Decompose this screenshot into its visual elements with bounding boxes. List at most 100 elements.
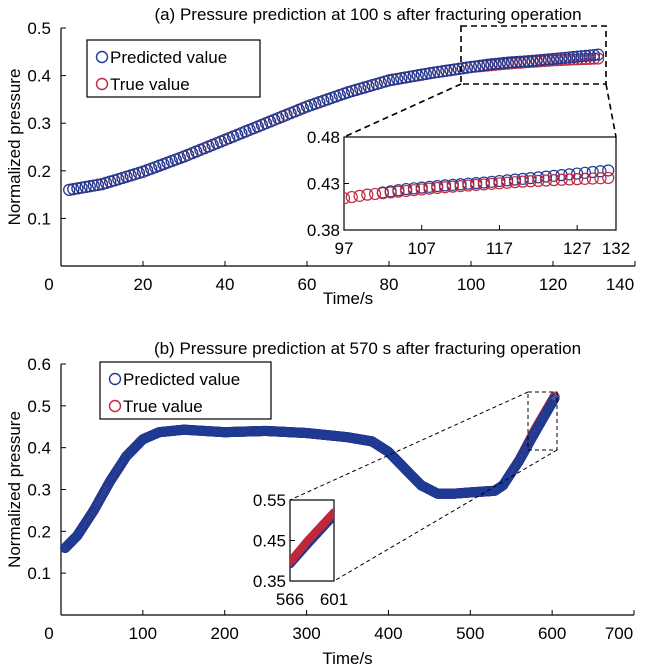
y-tick-label: 0.5 <box>27 19 51 38</box>
legend: Predicted value True value <box>99 361 272 420</box>
predicted-point <box>591 48 605 61</box>
inset-true-point <box>547 174 560 187</box>
chart-b: (b) Pressure prediction at 570 s after f… <box>5 339 635 668</box>
zoom-connector-line <box>333 449 558 582</box>
inset-true-point <box>438 181 452 194</box>
predicted-point <box>555 52 568 65</box>
inset-true-point <box>345 190 358 204</box>
x-tick-label: 200 <box>211 624 239 643</box>
inset-x-tick-label: 566 <box>276 590 304 609</box>
legend-box <box>86 39 261 98</box>
inset-true-point <box>344 192 351 205</box>
legend-marker-circle-icon <box>108 399 122 413</box>
inset-true-point <box>493 177 506 190</box>
inset-y-tick-label: 0.55 <box>253 491 286 510</box>
inset-true-point <box>329 508 334 517</box>
inset-true-point <box>400 184 413 198</box>
chart-title: (b) Pressure prediction at 570 s after f… <box>154 339 581 358</box>
y-tick-label: 0.1 <box>27 209 51 228</box>
inset-true-point <box>578 172 592 185</box>
x-tick-label: 600 <box>538 624 566 643</box>
predicted-point <box>548 394 559 405</box>
inset-predicted-point <box>516 172 529 185</box>
y-tick-label: 0.3 <box>27 114 51 133</box>
legend-marker-circle-icon <box>95 50 109 64</box>
inset-series-true-value <box>344 171 615 205</box>
inset-x-tick-label: 132 <box>602 239 630 258</box>
predicted-point <box>571 50 584 63</box>
inset-true-point <box>563 173 576 186</box>
predicted-point <box>549 393 560 404</box>
y-tick-label: 0.4 <box>27 67 51 86</box>
predicted-point <box>497 56 510 70</box>
predicted-point <box>440 64 453 77</box>
predicted-point <box>71 182 84 195</box>
predicted-point <box>75 181 88 194</box>
inset-true-point <box>431 181 444 195</box>
predicted-point <box>538 53 551 66</box>
inset-true-point <box>446 180 459 193</box>
x-axis-label: Time/s <box>322 649 372 668</box>
predicted-point <box>436 65 449 78</box>
predicted-point <box>505 56 519 69</box>
x-tick-label: 120 <box>539 275 567 294</box>
inset-true-point <box>555 173 568 186</box>
inset-true-point <box>407 184 421 197</box>
legend-label: Predicted value <box>110 48 227 67</box>
y-tick-label: 0.4 <box>27 439 51 458</box>
inset-true-point <box>353 189 366 202</box>
predicted-point <box>522 55 535 68</box>
predicted-point <box>423 67 437 80</box>
predicted-point <box>563 51 576 64</box>
x-tick-label: 700 <box>605 624 633 643</box>
x-tick-label: 500 <box>456 624 484 643</box>
y-axis-label: Normalized pressure <box>5 411 24 568</box>
predicted-point <box>501 56 514 69</box>
x-tick-label: 140 <box>606 275 634 294</box>
inset-true-point <box>384 186 397 199</box>
predicted-point <box>493 57 506 70</box>
inset-x-tick-label: 107 <box>408 239 436 258</box>
predicted-point <box>382 74 396 87</box>
inset-predicted-point <box>602 164 615 177</box>
inset-y-tick-label: 0.48 <box>307 128 340 147</box>
inset-true-point <box>392 185 405 198</box>
y-tick-label: 0.1 <box>27 564 51 583</box>
inset-predicted-point <box>532 171 545 184</box>
legend-label: True value <box>110 75 190 94</box>
x-tick-label: 80 <box>380 275 399 294</box>
predicted-point <box>583 49 597 62</box>
inset-true-point <box>602 171 615 185</box>
x-tick-label: 400 <box>374 624 402 643</box>
legend: Predicted value True value <box>86 39 261 98</box>
inset-true-point <box>532 174 545 187</box>
y-tick-label: 0.5 <box>27 397 51 416</box>
y-tick-label: 0.2 <box>27 522 51 541</box>
inset-true-point <box>571 173 584 186</box>
legend-label: True value <box>123 397 203 416</box>
predicted-point <box>485 58 498 71</box>
predicted-point <box>518 55 531 68</box>
y-tick-label: 0.6 <box>27 355 51 374</box>
y-tick-label: 0.2 <box>27 162 51 181</box>
predicted-point <box>542 53 556 66</box>
inset-frame <box>343 136 617 231</box>
zoom-connector-line <box>605 83 617 138</box>
predicted-point <box>530 54 543 67</box>
inset-true-point <box>485 177 498 190</box>
inset-x-tick-label: 97 <box>335 239 354 258</box>
zoom-region-box <box>460 25 607 85</box>
inset-true-point <box>415 183 428 196</box>
predicted-point <box>419 67 432 81</box>
inset-predicted-point <box>524 172 537 185</box>
inset-predicted-point <box>586 165 599 179</box>
predicted-point <box>403 70 416 83</box>
inset-true-point <box>539 174 553 187</box>
predicted-point <box>481 58 494 71</box>
inset-true-point <box>454 180 467 193</box>
predicted-point <box>469 60 482 73</box>
inset-true-point <box>470 178 483 192</box>
inset-predicted-point <box>539 170 553 183</box>
predicted-point <box>428 66 441 79</box>
series-predicted-value <box>63 48 605 196</box>
